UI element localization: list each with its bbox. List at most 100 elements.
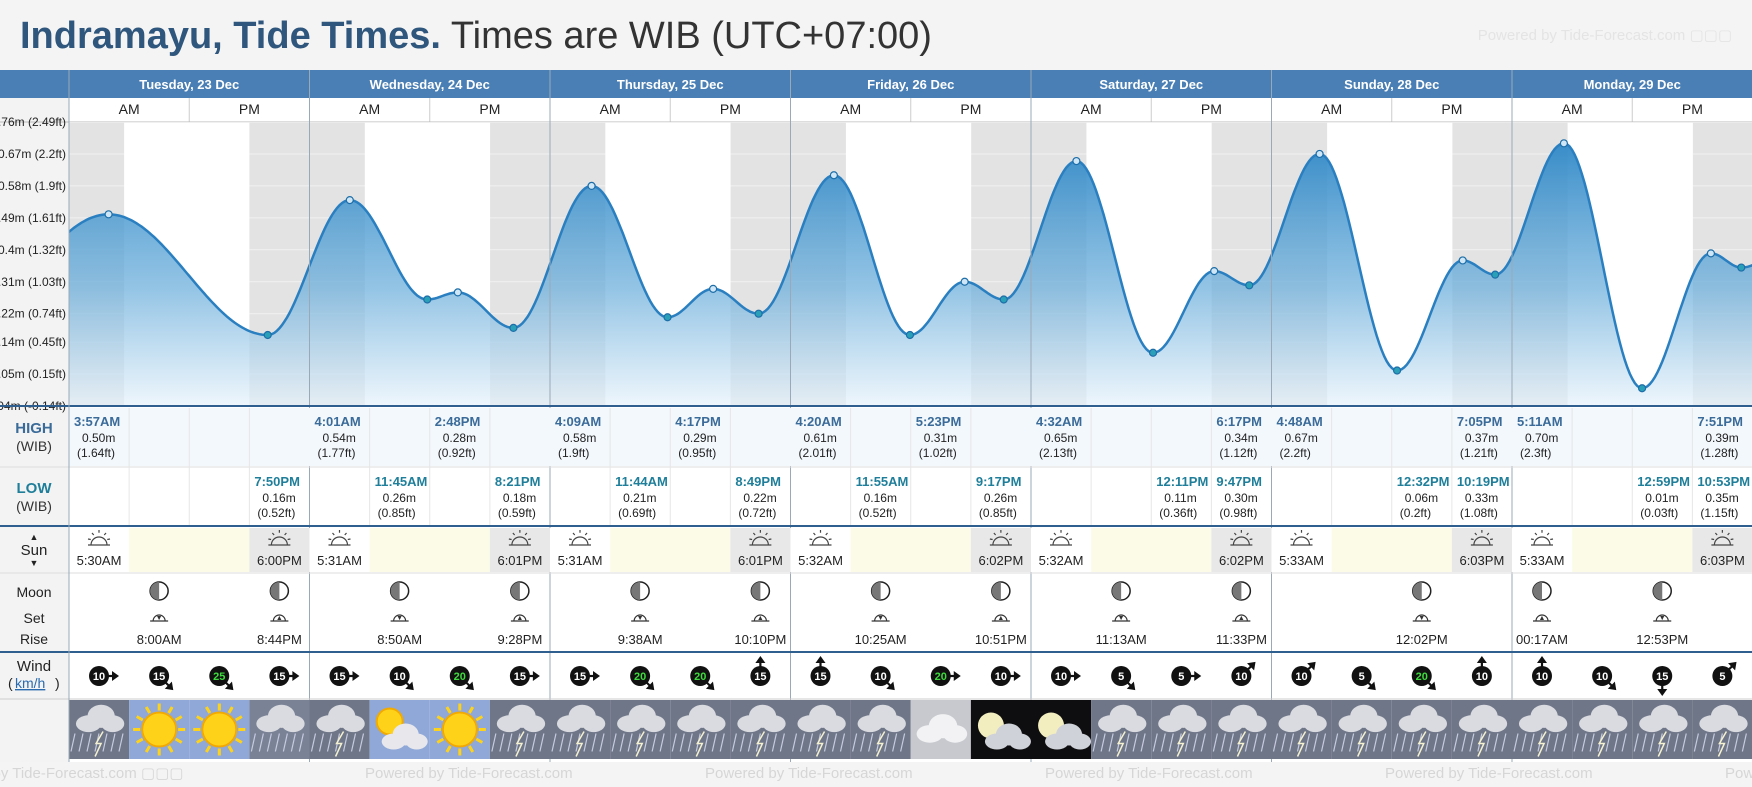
sun-ray <box>1474 532 1478 536</box>
storm-weather-icon <box>489 700 550 759</box>
wind-unit-close-paren: ) <box>55 675 60 691</box>
low-tide-time: 7:50PM <box>254 474 300 489</box>
rain-streak <box>1501 733 1507 752</box>
moon-phase-icon <box>149 581 169 601</box>
sun-ray <box>468 745 475 753</box>
moon-rise-icon: ▲ <box>270 614 289 622</box>
daylight-cell <box>850 528 971 572</box>
low-tide-point <box>754 309 763 318</box>
wind-badge <box>1171 666 1192 686</box>
low-tide-time: 10:19PM <box>1457 474 1510 489</box>
wind-speed: 15 <box>333 671 345 683</box>
storm-weather-icon <box>730 700 791 759</box>
wind-badge <box>810 666 831 686</box>
high-tide-height-ft: (1.77ft) <box>318 446 356 460</box>
sun-arc <box>1232 536 1250 546</box>
sun-arc <box>811 536 830 546</box>
low-tide-height-m: 0.35m <box>1705 491 1738 505</box>
sun-ray <box>205 745 212 753</box>
low-tide-time: 8:49PM <box>735 474 781 489</box>
powered-by-top: Powered by Tide-Forecast.com ▢▢▢ <box>1478 26 1732 44</box>
cloud-puff <box>1183 715 1207 733</box>
moon-set-icon: ▼ <box>1412 614 1431 622</box>
moon-set-time: 12:53PM <box>1636 632 1688 647</box>
rain-streak <box>1192 733 1198 752</box>
sun-ray <box>1069 538 1073 541</box>
high-tide-point <box>1072 156 1081 166</box>
moon-phase-icon <box>630 581 650 601</box>
low-tide-height-ft: (0.36ft) <box>1159 506 1197 520</box>
storm-weather-icon <box>1091 700 1152 759</box>
wind-head <box>1247 661 1256 671</box>
rain-streak <box>1613 733 1619 752</box>
rain-streak <box>643 733 649 752</box>
lightning-bolt <box>334 731 345 757</box>
low-tide-height-m: 0.26m <box>984 491 1017 505</box>
high-tide-time: 4:09AM <box>555 414 601 429</box>
sun-weather-icon <box>429 700 490 759</box>
sun-ray <box>347 538 351 541</box>
moon-rise-icon: ▲ <box>991 614 1010 622</box>
rain-streak <box>1333 733 1339 752</box>
rain-streak <box>1168 733 1174 752</box>
wind-speed: 20 <box>935 671 947 683</box>
sun-arc <box>90 536 108 546</box>
high-tide-point <box>829 171 838 180</box>
wind-badge <box>329 666 350 686</box>
sunset-time: 6:02PM <box>978 553 1023 568</box>
high-tide-point <box>1706 249 1716 258</box>
sunset-time: 6:01PM <box>738 553 783 568</box>
sun-ray <box>1727 532 1730 536</box>
am-label: AM <box>119 101 140 117</box>
sun-ray <box>271 532 275 536</box>
am-label: AM <box>840 101 861 117</box>
high-tide-point <box>960 277 969 286</box>
rain-streak <box>599 733 605 752</box>
wind-badge <box>1592 666 1613 686</box>
cloud-puff <box>1123 715 1147 733</box>
sunrise-time: 5:32AM <box>1039 553 1084 568</box>
wind-head <box>465 681 474 691</box>
moon-weather-icon <box>970 700 1031 759</box>
moon-direction-arrow-icon: ▲ <box>997 615 1004 622</box>
wind-head <box>164 681 174 691</box>
high-tide-point <box>1458 256 1467 265</box>
sun-ray <box>344 532 347 536</box>
wind-head <box>1126 681 1136 691</box>
rain-streak <box>1200 733 1206 752</box>
wind-row-label: Wind <box>17 658 51 675</box>
daylight-cell <box>1331 528 1452 572</box>
pm-label: PM <box>960 101 981 117</box>
sun-ray <box>1233 532 1237 536</box>
rain-streak <box>679 733 685 752</box>
wind-speed: 15 <box>153 671 165 683</box>
sun-ray <box>1490 538 1493 541</box>
moon-arc <box>272 614 286 622</box>
moon-shadow <box>1232 582 1242 600</box>
rain-streak <box>1529 733 1535 752</box>
sun-ray <box>993 532 997 536</box>
sun-ray <box>825 532 828 536</box>
storm-weather-icon <box>550 700 611 759</box>
cloud-puff <box>943 725 968 743</box>
lightning-bolt <box>515 731 525 757</box>
cloud-weather-icon <box>910 700 971 759</box>
high-tide-point <box>1559 139 1569 148</box>
low-tide-height-m: 0.21m <box>623 491 656 505</box>
moon-arc <box>513 614 527 622</box>
wind-unit-link[interactable]: km/h <box>15 675 45 691</box>
wind-head <box>112 671 119 681</box>
rain-streak <box>1441 733 1447 752</box>
wind-head <box>886 681 895 691</box>
rain-streak <box>1461 733 1467 752</box>
am-label: AM <box>600 101 621 117</box>
low-tide-height-m: 0.33m <box>1465 491 1498 505</box>
y-tick-label: 0.4m (1.32ft) <box>0 243 66 257</box>
wind-badge <box>449 666 470 686</box>
day-header-label: Tuesday, 23 Dec <box>139 77 239 92</box>
sun-ray <box>1290 538 1294 541</box>
timezone-note: Times are WIB (UTC+07:00) <box>450 15 932 57</box>
sunrise-icon <box>809 530 832 546</box>
moon-direction-arrow-icon: ▼ <box>1118 615 1125 622</box>
rain-streak <box>703 733 709 752</box>
